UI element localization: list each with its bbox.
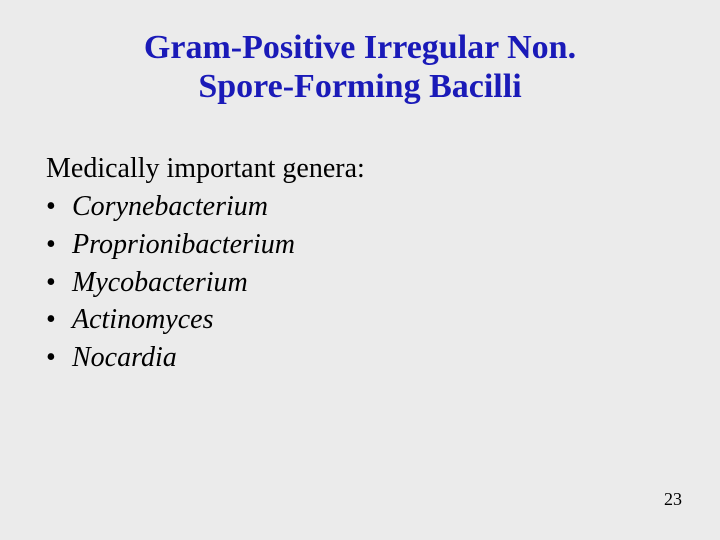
- intro-text: Medically important genera:: [46, 150, 680, 188]
- genus-name: Corynebacterium: [72, 188, 268, 226]
- title-line-1: Gram-Positive Irregular Non.: [144, 29, 576, 66]
- bullet-icon: •: [46, 264, 72, 302]
- page-number: 23: [664, 489, 682, 510]
- genus-name: Mycobacterium: [72, 264, 248, 302]
- list-item: • Proprionibacterium: [46, 226, 680, 264]
- slide-title: Gram-Positive Irregular Non. Spore-Formi…: [40, 28, 680, 106]
- bullet-icon: •: [46, 339, 72, 377]
- slide: Gram-Positive Irregular Non. Spore-Formi…: [0, 0, 720, 540]
- list-item: • Actinomyces: [46, 301, 680, 339]
- genus-name: Proprionibacterium: [72, 226, 295, 264]
- list-item: • Mycobacterium: [46, 264, 680, 302]
- bullet-icon: •: [46, 301, 72, 339]
- list-item: • Nocardia: [46, 339, 680, 377]
- bullet-icon: •: [46, 226, 72, 264]
- genera-list: • Corynebacterium • Proprionibacterium •…: [46, 188, 680, 377]
- bullet-icon: •: [46, 188, 72, 226]
- list-item: • Corynebacterium: [46, 188, 680, 226]
- genus-name: Actinomyces: [72, 301, 214, 339]
- genus-name: Nocardia: [72, 339, 177, 377]
- title-line-2: Spore-Forming Bacilli: [198, 68, 521, 105]
